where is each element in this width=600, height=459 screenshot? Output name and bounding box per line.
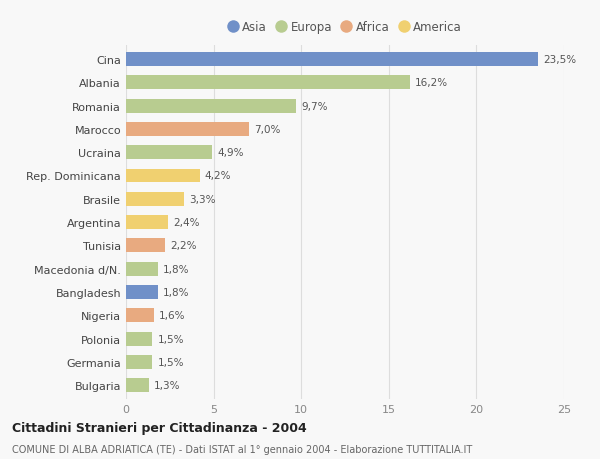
Bar [126, 76, 410, 90]
Text: 16,2%: 16,2% [415, 78, 448, 88]
Bar [126, 169, 200, 183]
Bar [126, 216, 168, 230]
Text: 7,0%: 7,0% [254, 124, 280, 134]
Bar [126, 378, 149, 392]
Text: 2,4%: 2,4% [173, 218, 200, 228]
Text: COMUNE DI ALBA ADRIATICA (TE) - Dati ISTAT al 1° gennaio 2004 - Elaborazione TUT: COMUNE DI ALBA ADRIATICA (TE) - Dati IST… [12, 444, 472, 454]
Text: 1,8%: 1,8% [163, 287, 189, 297]
Legend: Asia, Europa, Africa, America: Asia, Europa, Africa, America [223, 17, 467, 39]
Text: 1,3%: 1,3% [154, 381, 181, 390]
Bar [126, 146, 212, 160]
Text: 1,8%: 1,8% [163, 264, 189, 274]
Bar [126, 192, 184, 207]
Bar [126, 308, 154, 323]
Bar [126, 239, 164, 253]
Text: 23,5%: 23,5% [543, 55, 576, 65]
Text: 1,6%: 1,6% [159, 311, 186, 321]
Bar [126, 285, 158, 299]
Bar [126, 100, 296, 113]
Text: 4,9%: 4,9% [217, 148, 244, 158]
Text: 3,3%: 3,3% [189, 194, 215, 204]
Bar [126, 332, 152, 346]
Text: 1,5%: 1,5% [158, 357, 184, 367]
Text: Cittadini Stranieri per Cittadinanza - 2004: Cittadini Stranieri per Cittadinanza - 2… [12, 421, 307, 434]
Text: 4,2%: 4,2% [205, 171, 232, 181]
Text: 1,5%: 1,5% [158, 334, 184, 344]
Bar [126, 53, 538, 67]
Bar [126, 123, 248, 137]
Bar [126, 262, 158, 276]
Bar [126, 355, 152, 369]
Text: 9,7%: 9,7% [301, 101, 328, 112]
Text: 2,2%: 2,2% [170, 241, 196, 251]
